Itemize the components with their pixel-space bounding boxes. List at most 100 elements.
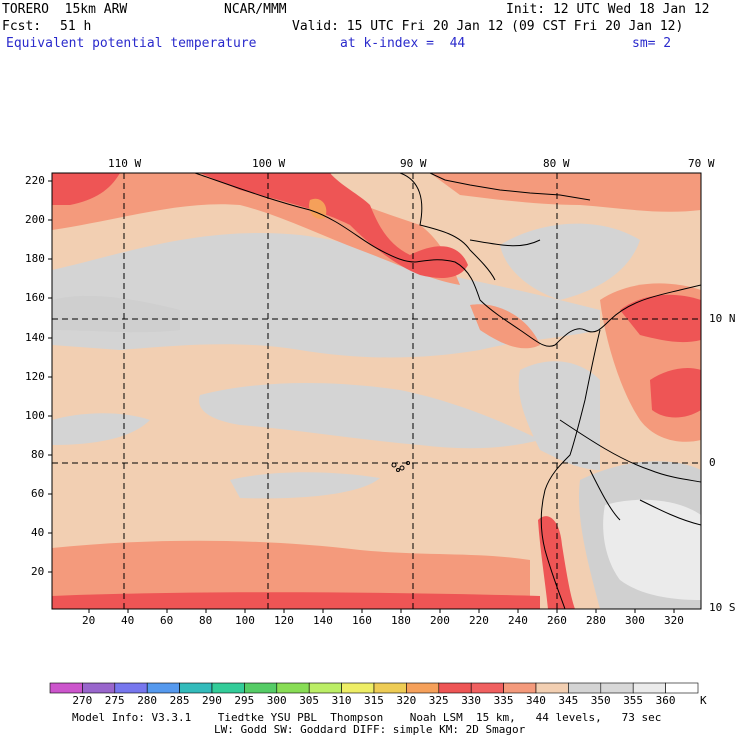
colorbar-swatch [308,682,342,694]
colorbar-label: 340 [526,694,546,707]
x-tick-label: 20 [82,614,96,627]
colorbar-swatch [373,682,407,694]
field-band-350b [52,295,180,333]
colorbar-label: 280 [137,694,158,707]
colorbar-swatch [665,682,699,694]
x-tick-label: 220 [469,614,489,627]
smoothing-info: sm= 2 [632,36,672,51]
x-tick-label: 80 [199,614,213,627]
model-name: TORERO 15km ARW [2,2,128,17]
colorbar-swatch [406,682,440,694]
field-band-340a [52,540,530,609]
y-tick-label: 40 [31,526,45,539]
level-info: at k-index = 44 [340,36,466,51]
colorbar-unit: K [700,694,707,707]
lon-label-80w: 80 W [543,157,570,170]
colorbar-swatch [535,682,569,694]
colorbar-label: 270 [72,694,93,707]
colorbar-label: 300 [266,694,287,707]
colorbar-swatch [49,682,83,694]
field-band-350a [52,233,600,358]
colorbar-label: 330 [461,694,482,707]
x-tick-label: 260 [547,614,567,627]
field-band-360 [603,499,701,600]
y-tick-label: 120 [25,370,45,383]
colorbar-label: 360 [655,694,676,707]
fcst-value: 51 h [60,19,92,34]
x-tick-label: 320 [664,614,684,627]
colorbar-label: 310 [331,694,352,707]
model-info: Model Info: V3.3.1 Tiedtke YSU PBL Thomp… [72,711,662,724]
y-tick-label: 160 [25,291,45,304]
colorbar-swatch [244,682,278,694]
field-band-350c [199,383,540,449]
x-tick-label: 200 [430,614,450,627]
x-tick-label: 160 [352,614,372,627]
colorbar-swatch [146,682,180,694]
fcst-label: Fcst: [2,19,42,34]
colorbar-swatch [503,682,537,694]
lat-label-10s: 10 S [709,601,736,614]
field-band-350g [518,361,600,470]
x-tick-label: 40 [121,614,135,627]
y-tick-label: 60 [31,487,45,500]
field-band-325 [309,198,327,219]
colorbar-label: 345 [558,694,579,707]
field-band-330e [52,592,540,609]
colorbar-swatch [211,682,245,694]
init-time: Init: 12 UTC Wed 18 Jan 12 [506,2,710,17]
colorbar-label: 295 [234,694,255,707]
field-band-330f [538,516,575,609]
x-tick-label: 100 [235,614,255,627]
y-tick-label: 100 [25,409,45,422]
colorbar-swatch [568,682,602,694]
coastlines [194,173,701,609]
field-band-340b [52,173,460,285]
lon-label-70w: 70 W [688,157,715,170]
colorbar-label: 285 [169,694,190,707]
model-physics: LW: Godd SW: Goddard DIFF: simple KM: 2D… [214,723,526,736]
x-tick-label: 140 [313,614,333,627]
colorbar-swatch [82,682,116,694]
graticule [52,173,701,609]
colorbar-swatch [438,682,472,694]
field-band-330a [52,173,120,205]
colorbar-label: 335 [493,694,514,707]
valid-time: Valid: 15 UTC Fri 20 Jan 12 (09 CST Fri … [292,19,684,34]
x-tick-label: 120 [274,614,294,627]
lat-label-0: 0 [709,456,716,469]
y-tick-label: 200 [25,213,45,226]
map-frame [51,172,702,610]
colorbar-label: 275 [104,694,125,707]
colorbar-label: 315 [364,694,384,707]
colorbar-label: 350 [590,694,611,707]
lon-label-90w: 90 W [400,157,427,170]
colorbar-label: 305 [299,694,320,707]
lon-label-100w: 100 W [252,157,286,170]
field-name: Equivalent potential temperature [6,36,257,51]
colorbar-swatch [470,682,504,694]
lon-label-110w: 110 W [108,157,142,170]
y-tick-label: 220 [25,174,45,187]
y-tick-label: 80 [31,448,45,461]
colorbar-label: 320 [396,694,417,707]
center-name: NCAR/MMM [224,2,287,17]
axis-ticks [48,180,675,613]
x-tick-label: 180 [391,614,411,627]
colorbar-label: 290 [202,694,222,707]
x-tick-label: 60 [160,614,174,627]
y-tick-label: 20 [31,565,45,578]
colorbar-swatch [632,682,666,694]
field-band-340e [470,304,540,349]
lat-label-10n: 10 N [709,312,736,325]
colorbar-swatch [341,682,375,694]
field-band-340c [430,173,701,212]
field-band-330d [650,368,701,418]
y-tick-label: 180 [25,252,45,265]
colorbar-swatch [600,682,634,694]
colorbar-swatch [114,682,148,694]
x-tick-label: 300 [625,614,645,627]
colorbar-swatch [276,682,310,694]
